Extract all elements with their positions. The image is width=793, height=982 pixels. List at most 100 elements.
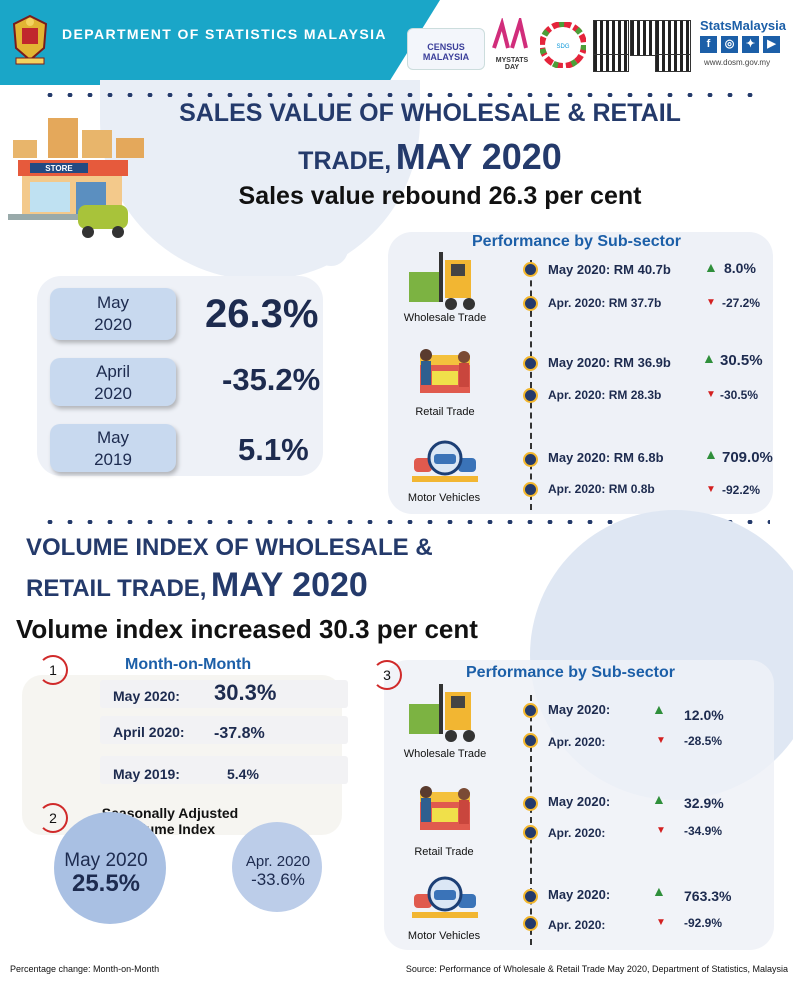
timeline-node — [523, 703, 538, 718]
timeline-node — [523, 796, 538, 811]
subsector-label: Wholesale Trade — [403, 312, 487, 324]
sales-title-line2: TRADE, MAY 2020 — [298, 136, 562, 177]
footer-note: Percentage change: Month-on-Month — [10, 964, 160, 974]
subsector-current-pct: 709.0% — [722, 449, 773, 466]
sdg-logo: SDG — [540, 22, 586, 68]
timeline-node — [523, 825, 538, 840]
subsector-current: May 2020: RM 6.8b — [548, 450, 664, 465]
mom-value: 5.4% — [227, 766, 259, 782]
volume-perf-title: Performance by Sub-sector — [466, 664, 675, 681]
period-pill: May 2020 — [50, 288, 176, 340]
down-arrow-icon: ▼ — [656, 917, 666, 928]
svg-text:STORE: STORE — [45, 164, 73, 173]
twitter-icon[interactable]: ✦ — [742, 36, 759, 53]
up-arrow-icon: ▲ — [652, 883, 666, 899]
subsector-prev-pct: -30.5% — [720, 388, 759, 402]
subsector-label: Motor Vehicles — [407, 930, 481, 942]
period-pill: April 2020 — [50, 358, 176, 406]
instagram-icon[interactable]: ◎ — [721, 36, 738, 53]
mystats-logo: MYSTATS DAY — [488, 14, 536, 74]
subsector-label: Wholesale Trade — [403, 748, 487, 760]
up-arrow-icon: ▲ — [652, 701, 666, 717]
timeline-node — [523, 916, 538, 931]
subsector-current: May 2020: — [548, 887, 611, 902]
mom-label: May 2019: — [113, 766, 180, 782]
footer-source: Source: Performance of Wholesale & Retai… — [405, 964, 788, 974]
subsector-label: Retail Trade — [414, 846, 474, 858]
sales-apr2020-value: -35.2% — [222, 362, 321, 397]
timeline-node — [523, 482, 538, 497]
subsector-prev: Apr. 2020: RM 37.7b — [548, 296, 662, 310]
subsector-prev: Apr. 2020: — [548, 826, 606, 840]
subsector-current-pct: 763.3% — [684, 888, 732, 904]
volume-title-line1: VOLUME INDEX OF WHOLESALE & — [26, 534, 433, 561]
volume-title-line2: RETAIL TRADE, MAY 2020 — [26, 566, 368, 604]
subsector-current: May 2020: — [548, 794, 611, 809]
sales-may2019-value: 5.1% — [238, 432, 309, 467]
subsector-prev: Apr. 2020: — [548, 735, 606, 749]
timeline-node — [523, 733, 538, 748]
timeline-line — [530, 695, 532, 945]
subsector-prev-pct: -34.9% — [684, 824, 723, 838]
forklift-icon — [409, 252, 475, 310]
subsector-current: May 2020: RM 36.9b — [548, 355, 671, 370]
timeline-node — [523, 452, 538, 467]
facebook-icon[interactable]: f — [700, 36, 717, 53]
step-number-badge: 3 — [372, 660, 402, 690]
mom-row-bar — [100, 716, 348, 744]
qr-code-icon[interactable] — [655, 54, 691, 72]
dotted-divider — [40, 520, 770, 524]
mom-label: May 2020: — [113, 688, 180, 704]
mom-value: -37.8% — [214, 725, 265, 742]
timeline-line — [530, 260, 532, 510]
subsector-prev-pct: -92.2% — [722, 483, 761, 497]
website-url[interactable]: www.dosm.gov.my — [704, 58, 771, 67]
qr-code-icon[interactable] — [593, 54, 629, 72]
mom-title: Month-on-Month — [125, 656, 252, 673]
qr-code-icon[interactable] — [593, 20, 629, 56]
period-pill: May 2019 — [50, 424, 176, 472]
down-arrow-icon: ▼ — [706, 297, 716, 308]
sales-subtitle: Sales value rebound 26.3 per cent — [238, 182, 642, 210]
sa-may-circle — [54, 812, 166, 924]
timeline-node — [523, 356, 538, 371]
volume-subtitle: Volume index increased 30.3 per cent — [16, 614, 478, 644]
subsector-prev: Apr. 2020: — [548, 918, 606, 932]
header-band — [0, 0, 440, 85]
mom-row-bar — [100, 680, 348, 708]
mom-row-bar — [100, 756, 348, 784]
car-magnifier-icon — [412, 876, 478, 918]
subsector-label: Motor Vehicles — [407, 492, 481, 504]
down-arrow-icon: ▼ — [706, 484, 716, 495]
timeline-node — [523, 262, 538, 277]
sales-title-line1: SALES VALUE OF WHOLESALE & RETAIL — [179, 99, 681, 127]
up-arrow-icon: ▲ — [704, 259, 718, 275]
sa-apr-circle — [232, 822, 322, 912]
subsector-prev-pct: -27.2% — [722, 296, 761, 310]
retail-shop-icon — [420, 349, 470, 393]
sa-may-label: May 2020 — [64, 850, 148, 871]
dotted-divider — [40, 93, 760, 97]
youtube-icon[interactable]: ▶ — [763, 36, 780, 53]
down-arrow-icon: ▼ — [656, 825, 666, 836]
up-arrow-icon: ▲ — [704, 446, 718, 462]
retail-shop-icon — [420, 786, 470, 830]
sa-may-value: 25.5% — [71, 870, 141, 897]
decorative-circle — [314, 232, 348, 266]
subsector-current-pct: 12.0% — [684, 707, 724, 723]
down-arrow-icon: ▼ — [706, 389, 716, 400]
subsector-current-pct: 32.9% — [684, 795, 724, 811]
car-magnifier-icon — [412, 440, 478, 482]
up-arrow-icon: ▲ — [652, 791, 666, 807]
subsector-current-pct: 30.5% — [720, 352, 763, 369]
sales-perf-title: Performance by Sub-sector — [472, 233, 681, 250]
mom-label: April 2020: — [113, 724, 185, 740]
subsector-prev: Apr. 2020: RM 0.8b — [548, 482, 655, 496]
subsector-current-pct: 8.0% — [724, 260, 756, 276]
up-arrow-icon: ▲ — [702, 350, 716, 366]
subsector-prev-pct: -92.9% — [684, 916, 723, 930]
statsmalaysia-title: StatsMalaysia — [700, 18, 786, 33]
qr-code-icon[interactable] — [655, 20, 691, 56]
coat-of-arms-icon — [12, 14, 48, 65]
subsector-prev: Apr. 2020: RM 28.3b — [548, 388, 662, 402]
